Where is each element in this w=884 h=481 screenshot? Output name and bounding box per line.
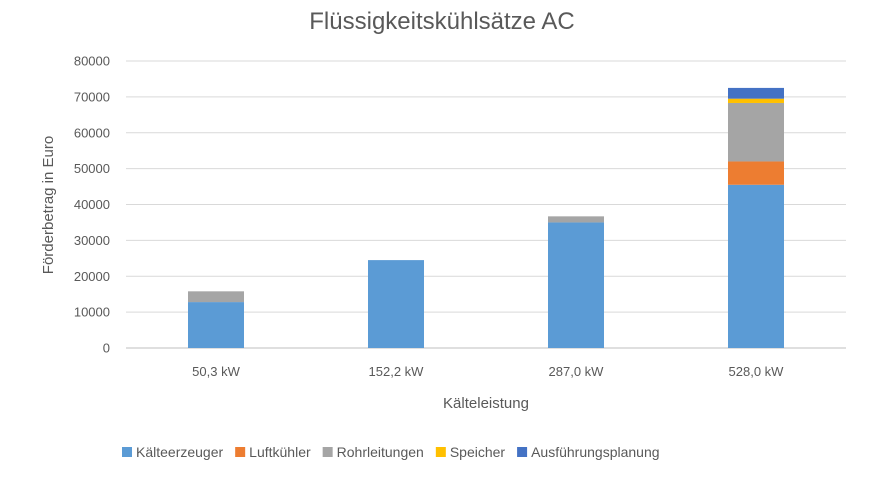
legend-swatch <box>435 447 446 457</box>
legend-swatch <box>322 447 333 457</box>
bar-segment <box>188 291 244 303</box>
bar-segment <box>728 102 784 162</box>
y-tick-label: 0 <box>103 341 110 356</box>
y-tick-label: 70000 <box>74 89 110 104</box>
bar-segment <box>728 98 784 103</box>
y-axis-label: Förderbetrag in Euro <box>40 136 57 274</box>
bar-segment <box>728 161 784 185</box>
bar-segment <box>728 184 784 348</box>
chart-title: Flüssigkeitskühlsätze AC <box>309 8 574 35</box>
bar-segment <box>188 302 244 348</box>
legend-swatch <box>517 447 528 457</box>
legend-label: Luftkühler <box>249 444 311 460</box>
bar-segment <box>548 216 604 223</box>
bar-segment <box>548 222 604 348</box>
legend: Kälteerzeuger Luftkühler Rohrleitungen Spei… <box>122 444 660 460</box>
y-tick-label: 40000 <box>74 197 110 212</box>
legend-label: Ausführungsplanung <box>531 444 659 460</box>
x-axis-ticks: 50,3 kW 152,2 kW 287,0 kW 528,0 kW <box>192 364 784 379</box>
legend-swatch <box>235 447 246 457</box>
x-tick-label: 152,2 kW <box>369 364 425 379</box>
y-tick-label: 10000 <box>74 305 110 320</box>
legend-label: Rohrleitungen <box>337 444 424 460</box>
y-tick-label: 30000 <box>74 233 110 248</box>
bar-segment <box>368 260 424 348</box>
x-tick-label: 287,0 kW <box>549 364 605 379</box>
legend-label: Speicher <box>450 444 506 460</box>
x-tick-label: 528,0 kW <box>729 364 785 379</box>
x-axis-label: Kälteleistung <box>443 395 529 412</box>
bar-segment <box>728 87 784 99</box>
legend-swatch <box>122 447 132 457</box>
y-tick-label: 50000 <box>74 161 110 176</box>
y-tick-label: 80000 <box>74 54 110 69</box>
x-tick-label: 50,3 kW <box>192 364 240 379</box>
gridlines <box>126 60 846 349</box>
y-tick-label: 20000 <box>74 269 110 284</box>
bars <box>188 87 784 348</box>
y-axis-ticks: 0 10000 20000 30000 40000 50000 60000 70000 8000… <box>74 54 110 356</box>
legend-label: Kälteerzeuger <box>136 444 224 460</box>
y-tick-label: 60000 <box>74 125 110 140</box>
